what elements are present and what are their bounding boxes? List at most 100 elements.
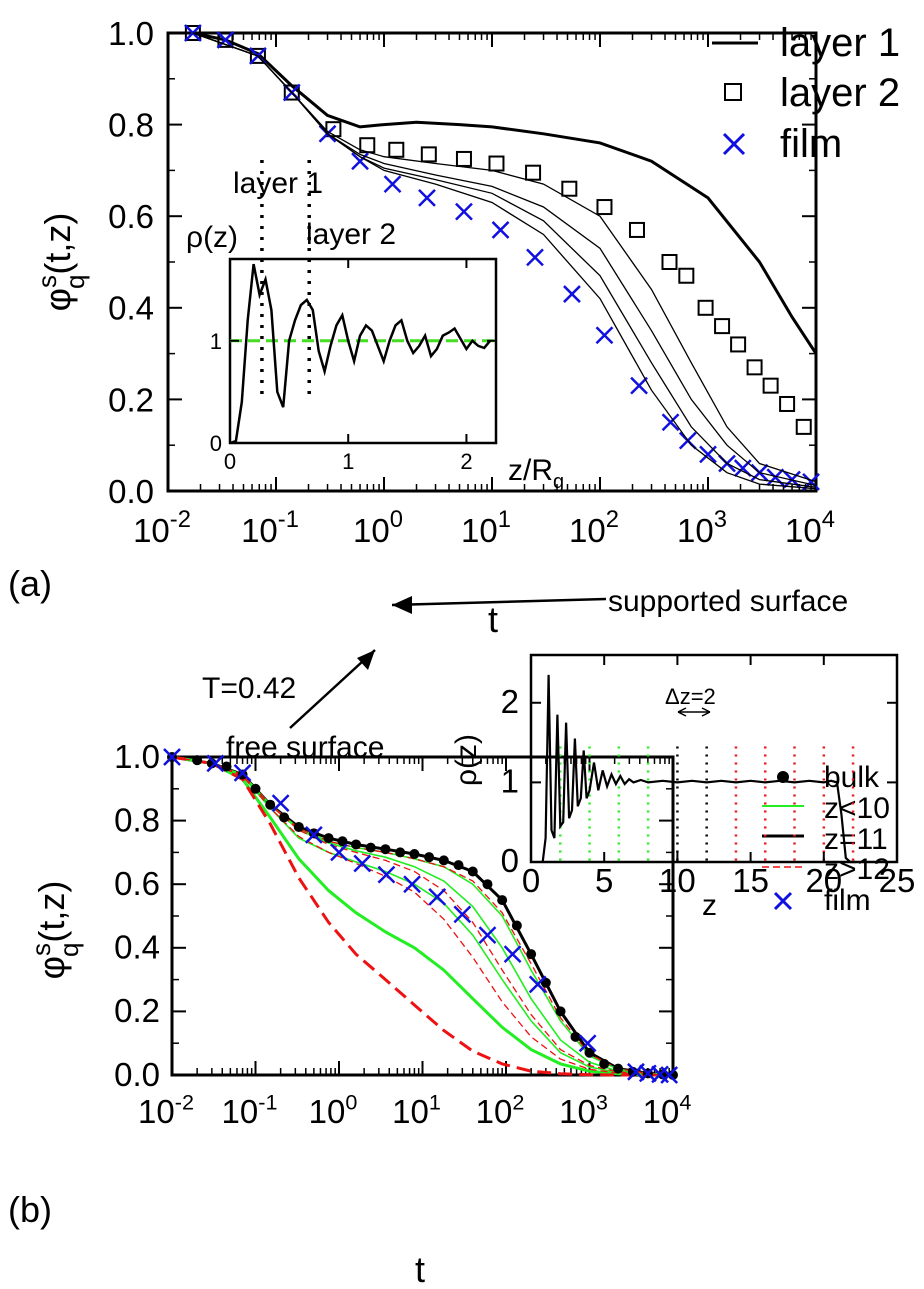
inset-y-tick-label: 1 (501, 762, 519, 799)
series-bulk-point (438, 855, 449, 866)
inset-x-tick-label: 1 (342, 449, 354, 474)
y-tick-label: 0.2 (108, 381, 154, 418)
panel-b-annotations: supported surface free surface (226, 585, 848, 764)
series-film-point (491, 221, 510, 239)
series-film-point (418, 188, 436, 207)
panel-b-plot-frame (170, 755, 675, 1077)
supported-surface-arrow (391, 597, 607, 607)
panel-b-inset-annotation: Δz=2 (665, 684, 716, 709)
series-film-point (233, 764, 252, 782)
series-layer2-point (420, 146, 437, 163)
free-surface-arrow (289, 649, 376, 729)
series-bulk-point (424, 852, 435, 863)
series-bulk-point (337, 836, 348, 847)
series-bulk-point (192, 755, 203, 766)
panel-a-label: (a) (8, 563, 52, 604)
series-bulk-point (279, 812, 290, 823)
series-film-point (563, 285, 581, 303)
series-layer2-point (455, 150, 472, 167)
series-zlt10-line (171, 756, 674, 1076)
series-bulk-point (395, 847, 406, 858)
inset-x-tick-label: 0 (224, 449, 236, 474)
series-bulk-point (453, 860, 464, 871)
inset-x-tick-label: 20 (805, 862, 842, 899)
series-bulk-point (380, 844, 391, 855)
series-layer2-point (730, 336, 747, 353)
series-film-point (206, 754, 225, 773)
series-layer2-point (388, 141, 405, 158)
panel-b-inset-xlabel: z (702, 889, 717, 922)
inset-y-tick-label: 0 (210, 431, 222, 456)
x-tick-label: 104 (785, 506, 835, 549)
y-tick-label: 0.4 (108, 290, 154, 327)
series-zlt10-line (171, 756, 674, 1076)
series-film-point (383, 175, 402, 194)
series-layer2-point (184, 25, 201, 41)
panel-b-inset-ylabel: ρ(z) (450, 734, 483, 786)
legend-film-b-swatch (773, 891, 793, 911)
legend-layer2-swatch (724, 83, 742, 101)
y-tick-label: 0.0 (114, 1056, 160, 1093)
series-film-point (661, 413, 680, 432)
series-zlt10-line (171, 756, 674, 1076)
panel-a-inset-frame (228, 257, 498, 445)
panel-a-series (184, 24, 820, 491)
series-layer2-point (596, 199, 613, 216)
inset-x-tick-label: 25 (879, 862, 916, 899)
series-film-point (528, 975, 547, 994)
series-bulk-point (511, 920, 522, 931)
x-tick-label: 102 (569, 506, 619, 549)
series-layer2-point (325, 121, 342, 138)
x-tick-label: 10-2 (138, 1090, 194, 1131)
series-bulk-point (323, 833, 334, 844)
panel-a-inset-xlabel: z/Rg (508, 454, 564, 493)
series-film-point (455, 202, 473, 221)
x-tick-label: 102 (476, 1090, 525, 1131)
series-film-point (184, 24, 202, 42)
series-layer2-point (795, 418, 812, 435)
panel-b-inset: 0 5 10 15 20 25 0 1 2 ρ(z) z Δz=2 (450, 653, 916, 922)
panel-a-legend: layer 1 layer 2 film (712, 21, 900, 166)
series-layer2-point (762, 377, 779, 394)
panel-a-plot-frame (166, 31, 818, 493)
panel-b: 10-2 10-1 100 101 102 103 1040.00.20.40.60.81.… (8, 585, 915, 1289)
series-film-point (216, 30, 235, 49)
x-tick-label: 100 (353, 506, 403, 549)
panel-a-ylabel: φsq(t,z) (32, 213, 90, 312)
series-layer2-point (661, 254, 678, 270)
y-tick-label: 0.2 (114, 992, 160, 1029)
series-bulk-point (293, 821, 304, 832)
series-bulk-point (365, 842, 376, 853)
panel-b-inset-frame (529, 653, 899, 864)
series-film-point (304, 826, 323, 844)
legend-zlt10-label: z<10 (824, 792, 890, 825)
series-bulk-point (250, 783, 261, 794)
legend-layer2-label: layer 2 (780, 71, 900, 115)
inset-y-tick-label: 1 (210, 329, 222, 354)
y-tick-label: 0.4 (114, 929, 160, 966)
series-film-point (578, 1034, 597, 1053)
panel-b-axes: 10-2 10-1 100 101 102 103 1040.00.20.40.60.81.… (114, 738, 691, 1130)
series-layer2-point (746, 359, 763, 376)
panel-a-xlabel: t (488, 599, 498, 640)
series-z11-line (171, 755, 674, 1077)
x-tick-label: 10-1 (241, 506, 299, 549)
y-tick-label: 0.8 (108, 106, 154, 143)
x-tick-label: 101 (392, 1090, 441, 1131)
supported-surface-label: supported surface (608, 585, 848, 618)
x-tick-label: 100 (309, 1090, 358, 1131)
series-bulk-point (409, 848, 420, 859)
series-film-point (403, 875, 421, 894)
y-tick-label: 1.0 (108, 15, 154, 52)
series-layer2-point (561, 180, 578, 197)
series-bulk-point (627, 1066, 638, 1077)
x-tick-label: 101 (461, 506, 511, 549)
inset-density-curve (541, 674, 856, 864)
supported-surface-arrowhead (392, 596, 412, 614)
inset-x-tick-label: 2 (460, 449, 472, 474)
x-tick-label: 104 (643, 1090, 692, 1131)
series-film-point (351, 152, 369, 171)
y-tick-label: 1.0 (114, 738, 160, 775)
x-tick-label: 10-2 (133, 506, 191, 549)
y-tick-label: 0.6 (114, 865, 160, 902)
